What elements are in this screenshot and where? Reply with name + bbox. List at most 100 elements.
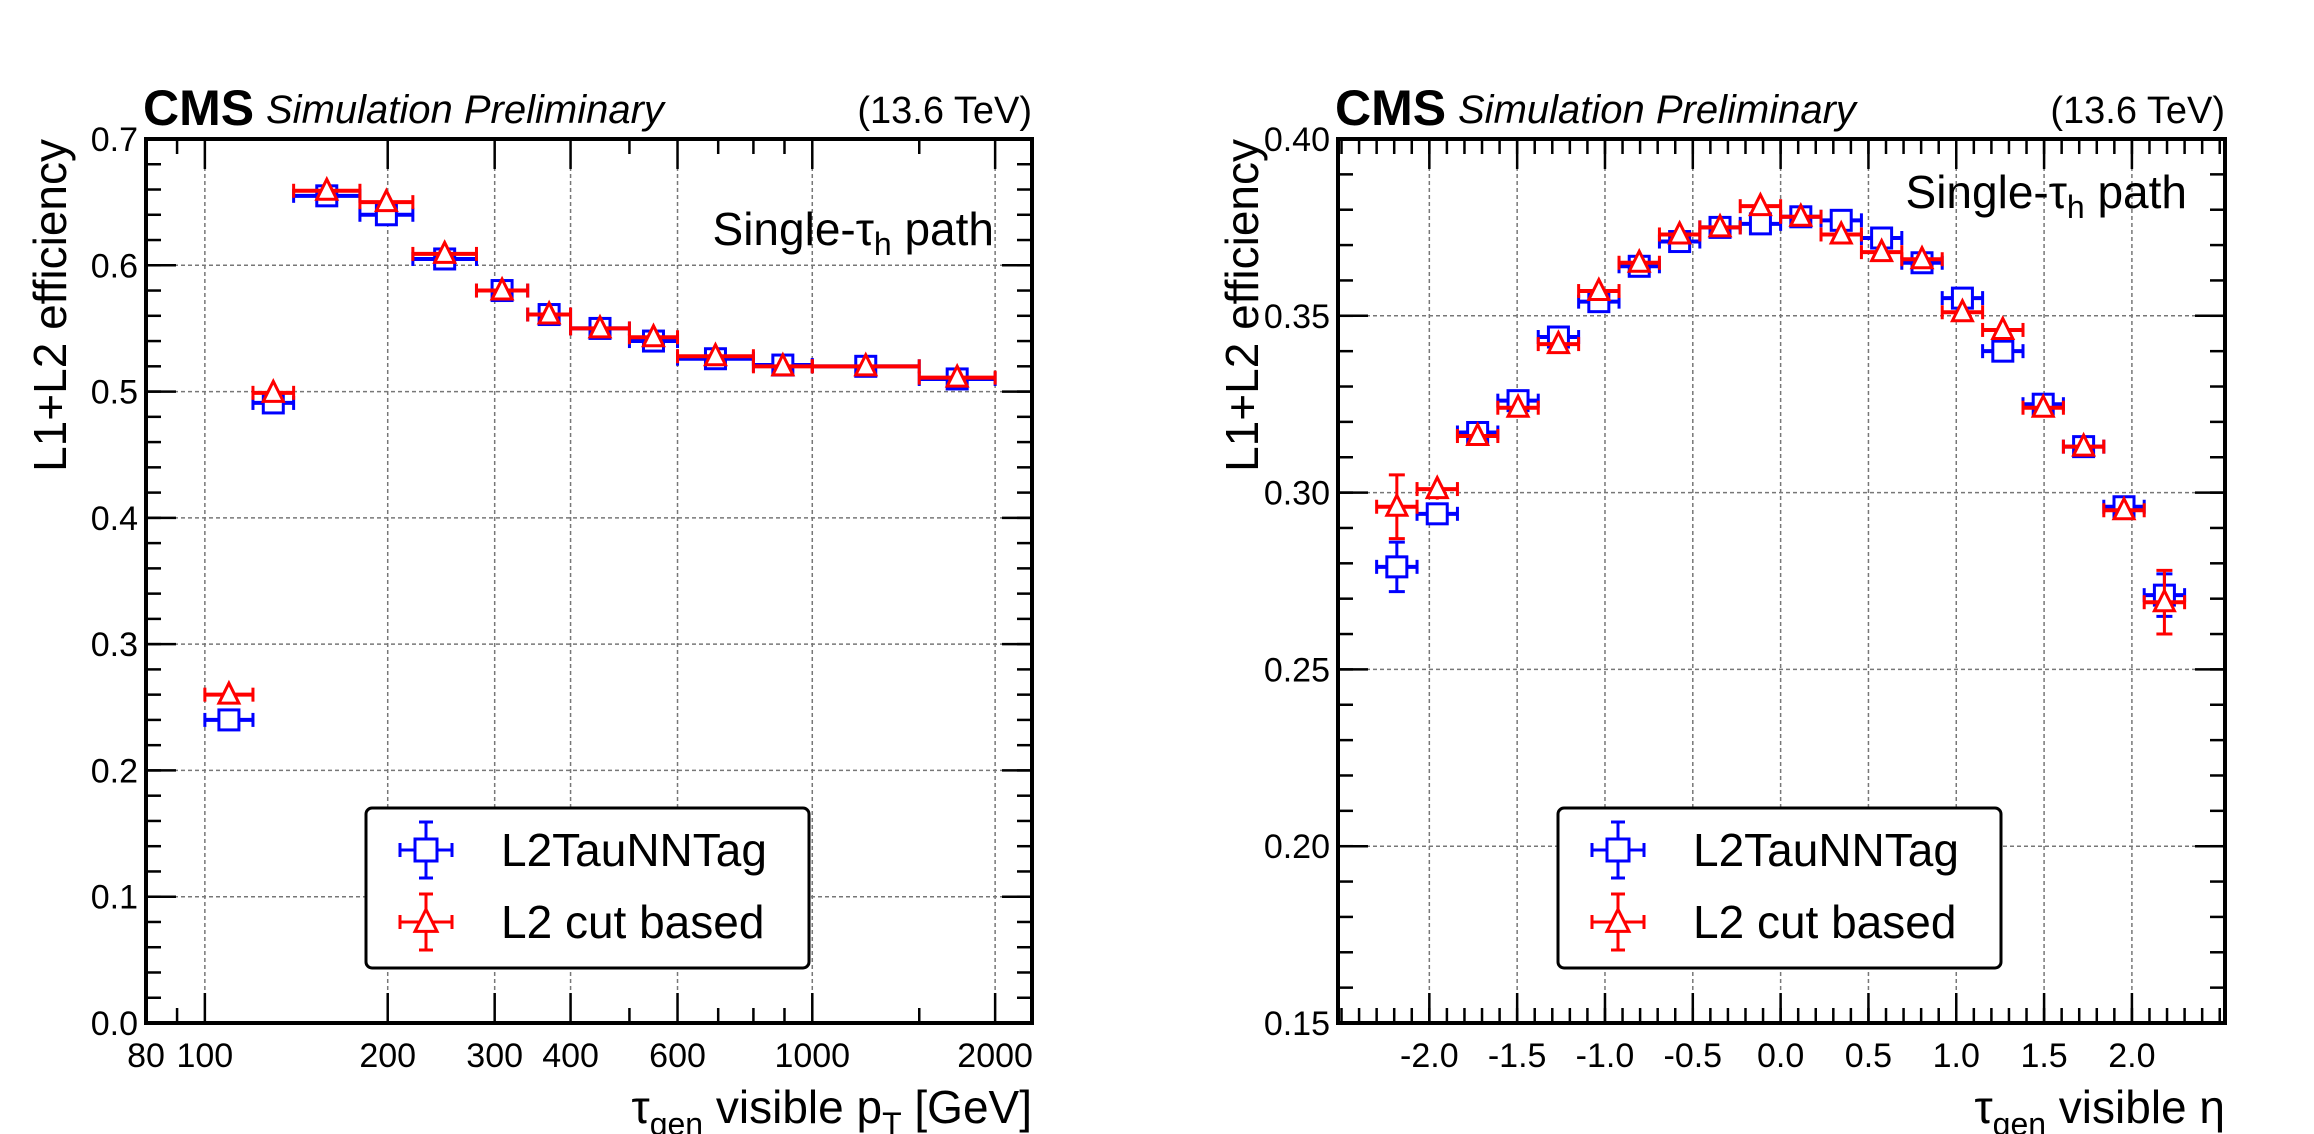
data-point-l2-cut-based bbox=[751, 351, 814, 377]
triangle-marker bbox=[1990, 315, 2016, 340]
annotation-sub: h bbox=[2067, 189, 2085, 225]
data-points bbox=[203, 175, 997, 732]
data-point-l2taunntag bbox=[1415, 502, 1459, 526]
triangle-marker bbox=[1828, 219, 1854, 245]
xlabel-sub: gen bbox=[650, 1106, 703, 1134]
y-axis-title: L1+L2 efficiency bbox=[24, 139, 76, 472]
data-point-l2-cut-based bbox=[1940, 297, 1985, 323]
data-point-l2-cut-based bbox=[411, 239, 478, 264]
triangle-marker bbox=[1707, 212, 1733, 238]
square-marker bbox=[1425, 502, 1449, 526]
y-tick-label: 0.35 bbox=[1264, 298, 1330, 336]
data-point-l2-cut-based bbox=[627, 322, 680, 348]
legend-label: L2 cut based bbox=[1693, 896, 1956, 948]
data-point-l2-cut-based bbox=[292, 175, 362, 201]
data-point-l2-cut-based bbox=[358, 187, 415, 213]
legend-label: L2TauNNTag bbox=[1693, 824, 1959, 876]
y-tick-label: 0.4 bbox=[91, 500, 138, 538]
triangle-marker bbox=[703, 341, 728, 367]
data-point-l2-cut-based bbox=[1375, 473, 1419, 541]
data-point-l2-cut-based bbox=[203, 679, 255, 705]
y-tick-label: 0.20 bbox=[1264, 828, 1330, 866]
y-tick-label: 0.0 bbox=[91, 1005, 138, 1043]
square-marker bbox=[413, 837, 439, 863]
data-point-l2-cut-based bbox=[917, 362, 997, 388]
legend-label: L2TauNNTag bbox=[501, 824, 767, 876]
data-point-l2taunntag bbox=[1738, 212, 1783, 236]
annotation-rest: path bbox=[892, 203, 994, 255]
annotation-sub: h bbox=[874, 226, 892, 262]
x-tick-label: 0.5 bbox=[1845, 1037, 1892, 1075]
data-point-l2-cut-based bbox=[1779, 201, 1823, 227]
data-point-l2-cut-based bbox=[2102, 495, 2146, 521]
legend-box bbox=[1556, 806, 2003, 970]
triangle-marker bbox=[373, 187, 399, 213]
data-point-l2-cut-based bbox=[526, 299, 573, 325]
xlabel-main: τ bbox=[1974, 1081, 1992, 1133]
x-tick-label: -1.5 bbox=[1488, 1037, 1547, 1075]
triangle-marker bbox=[412, 905, 440, 933]
y-tick-label: 0.2 bbox=[91, 752, 138, 790]
triangle-marker bbox=[587, 313, 613, 339]
x-axis-title: τgen visible pT [GeV] bbox=[632, 1081, 1032, 1134]
cms-label: CMS bbox=[143, 80, 254, 136]
legend-entry-l2taunntag: L2TauNNTag bbox=[1590, 820, 1959, 880]
triangle-marker bbox=[1626, 247, 1652, 273]
triangle-marker bbox=[1869, 237, 1895, 263]
data-point-l2-cut-based bbox=[1819, 219, 1863, 245]
data-point-l2taunntag bbox=[1981, 339, 2025, 363]
triangle-marker bbox=[641, 322, 666, 348]
legend-marker-square-icon bbox=[1590, 820, 1646, 880]
y-axis-title: L1+L2 efficiency bbox=[1216, 139, 1268, 472]
data-point-l2taunntag bbox=[1375, 540, 1419, 594]
data-point-l2-cut-based bbox=[2142, 568, 2187, 636]
triangle-marker bbox=[1384, 491, 1410, 517]
triangle-marker bbox=[2151, 587, 2177, 613]
data-point-l2-cut-based bbox=[2061, 431, 2106, 457]
y-tick-label: 0.3 bbox=[91, 626, 138, 664]
data-point-l2-cut-based bbox=[1496, 392, 1540, 418]
data-point-l2-cut-based bbox=[1536, 329, 1581, 355]
data-point-l2taunntag bbox=[203, 708, 255, 732]
data-point-l2taunntag bbox=[1940, 286, 1985, 310]
annotation-main: Single-τ bbox=[1906, 166, 2067, 218]
simulation-preliminary-label: Simulation Preliminary bbox=[266, 88, 667, 132]
y-tick-label: 0.25 bbox=[1264, 651, 1330, 689]
annotation-main: Single-τ bbox=[713, 203, 874, 255]
triangle-marker bbox=[1949, 297, 1975, 323]
triangle-marker bbox=[853, 351, 879, 377]
triangle-marker bbox=[1465, 421, 1491, 447]
legend-entry-l2taunntag: L2TauNNTag bbox=[398, 820, 767, 880]
legend: L2TauNNTag L2 cut based bbox=[364, 806, 811, 970]
data-point-l2-cut-based bbox=[1415, 474, 1459, 500]
data-point-l2-cut-based bbox=[569, 313, 631, 339]
data-point-l2-cut-based bbox=[1859, 237, 1904, 263]
triangle-marker bbox=[1505, 392, 1531, 418]
square-marker bbox=[217, 708, 241, 732]
y-tick-label: 0.40 bbox=[1264, 121, 1330, 159]
triangle-marker bbox=[2111, 495, 2137, 521]
cms-label: CMS bbox=[1335, 80, 1446, 136]
legend-marker-triangle-icon bbox=[398, 892, 454, 952]
triangle-marker bbox=[216, 679, 242, 705]
path-annotation: Single-τh path bbox=[713, 203, 994, 262]
triangle-marker bbox=[1788, 201, 1814, 227]
x-tick-label: 300 bbox=[466, 1037, 523, 1075]
triangle-marker bbox=[1909, 244, 1935, 270]
data-point-l2-cut-based bbox=[1617, 247, 1661, 273]
triangle-marker bbox=[2030, 392, 2056, 418]
x-tick-label: -0.5 bbox=[1664, 1037, 1723, 1075]
simulation-preliminary-label: Simulation Preliminary bbox=[1458, 88, 1859, 132]
y-tick-label: 0.6 bbox=[91, 247, 138, 285]
legend-entry-l2-cut-based: L2 cut based bbox=[1590, 892, 1956, 952]
energy-label: (13.6 TeV) bbox=[857, 90, 1032, 132]
triangle-marker bbox=[260, 377, 286, 403]
x-tick-label: 80 bbox=[127, 1037, 165, 1075]
x-axis-title: τgen visible η bbox=[1974, 1081, 2225, 1134]
x-tick-label: 1000 bbox=[774, 1037, 850, 1075]
data-point-l2-cut-based bbox=[251, 377, 296, 403]
xlabel-sub: gen bbox=[1993, 1106, 2046, 1134]
legend-marker-square-icon bbox=[398, 820, 454, 880]
xlabel-rest: visible η bbox=[2046, 1081, 2225, 1133]
x-tick-label: 1.5 bbox=[2020, 1037, 2067, 1075]
